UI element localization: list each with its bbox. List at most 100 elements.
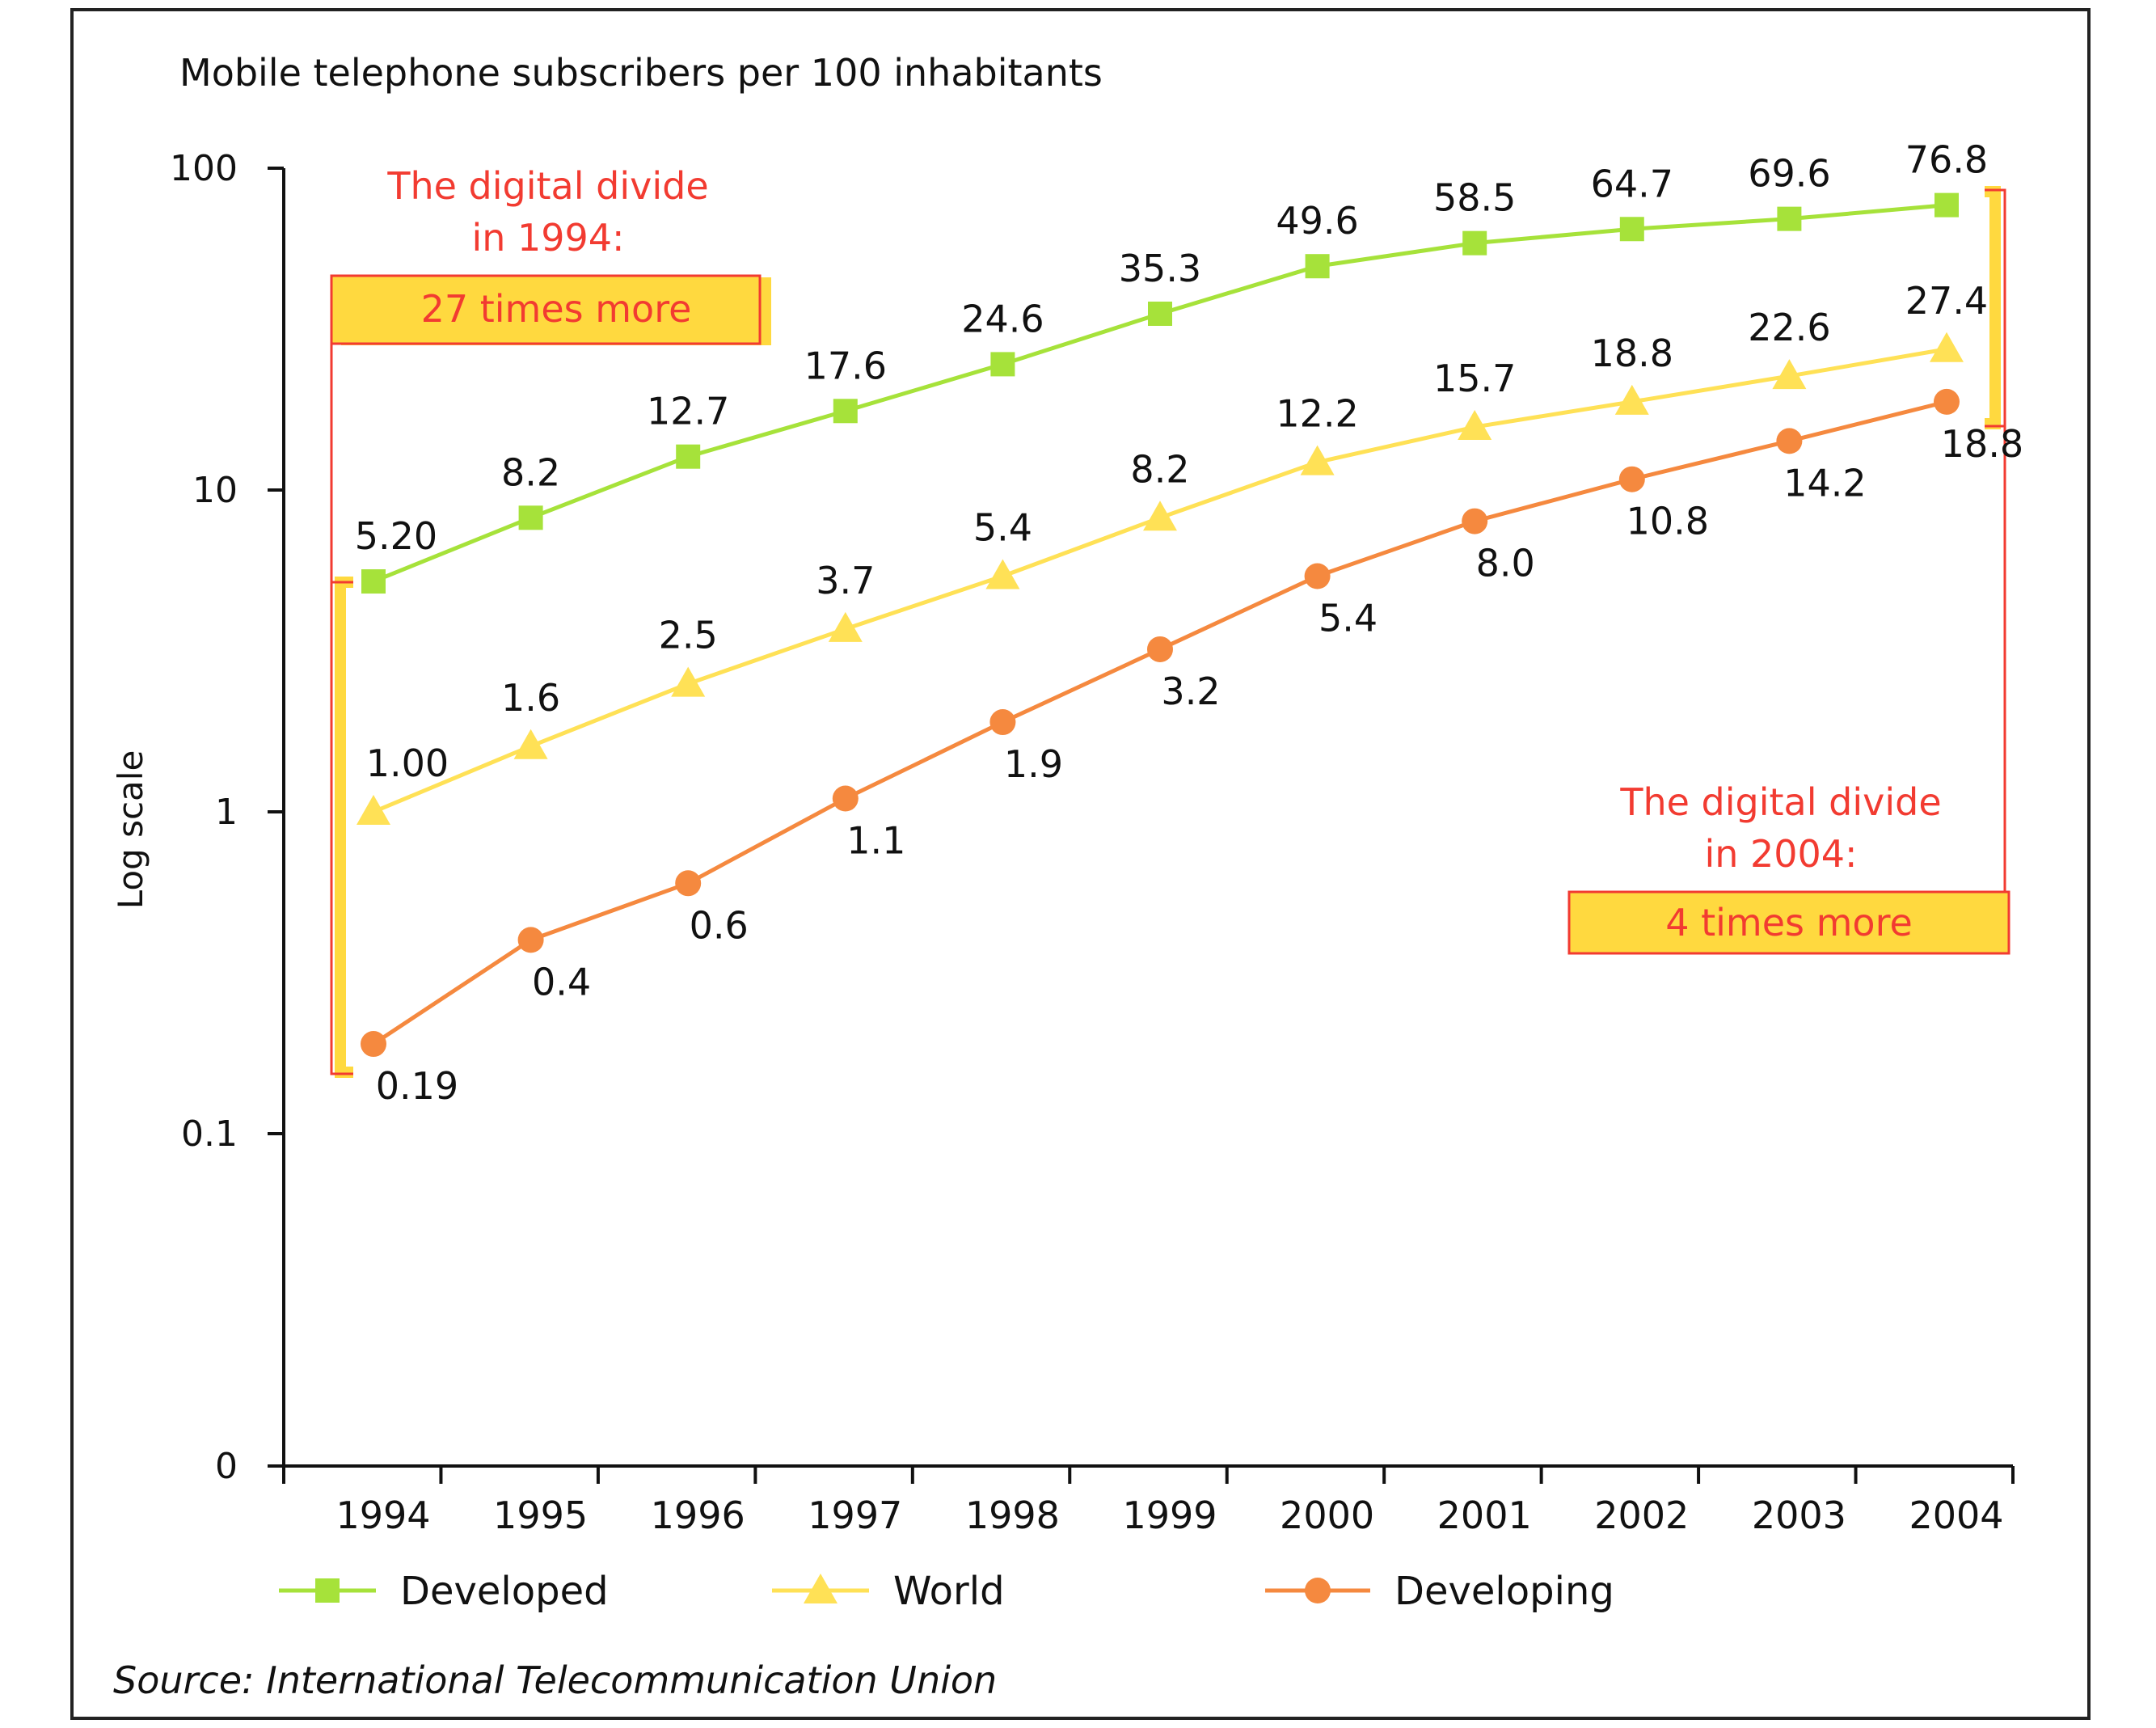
x-tick-label: 2000	[1280, 1494, 1374, 1537]
data-point-developing	[1304, 563, 1331, 589]
data-label-developing: 8.0	[1476, 542, 1535, 585]
data-label-developing: 0.4	[532, 960, 591, 1003]
legend-label-world: World	[893, 1569, 1005, 1614]
annotation-1994-box	[330, 274, 762, 345]
series-layer	[357, 192, 1964, 1058]
data-label-developing: 0.6	[690, 903, 749, 947]
x-tick-label: 2001	[1437, 1494, 1532, 1537]
y-tick-label: 0.1	[181, 1113, 238, 1155]
data-point-developed	[1305, 254, 1330, 279]
data-label-developed: 64.7	[1591, 162, 1673, 205]
data-label-developed: 35.3	[1119, 247, 1201, 290]
data-label-developing: 5.4	[1318, 597, 1378, 640]
x-tick-label: 2002	[1594, 1494, 1689, 1537]
data-point-developed	[1148, 301, 1172, 326]
data-label-developed: 69.6	[1748, 152, 1830, 196]
data-point-world	[828, 611, 863, 642]
data-label-world: 15.7	[1433, 357, 1516, 400]
data-label-world: 5.4	[973, 506, 1032, 550]
data-point-developed	[833, 399, 858, 424]
data-label-developed: 12.7	[647, 390, 729, 433]
data-point-developed	[518, 505, 543, 530]
annotation-2004: The digital divide in 2004: 4 times more	[1567, 186, 2010, 955]
legend-label-developing: Developing	[1394, 1569, 1614, 1614]
data-label-developed: 76.8	[1905, 138, 1988, 182]
data-point-world	[1300, 445, 1335, 475]
data-point-developed	[1619, 217, 1644, 242]
legend-marker-developed	[315, 1578, 340, 1603]
x-tick-label: 1997	[808, 1494, 902, 1537]
data-point-developing	[832, 785, 859, 812]
data-point-world	[1772, 359, 1807, 390]
data-label-world: 2.5	[659, 614, 718, 657]
data-point-developed	[361, 569, 386, 594]
annotation-2004-box	[1567, 890, 2010, 955]
data-label-developed: 5.20	[355, 514, 437, 558]
annotation-1994-box-text: 27 times more	[421, 287, 692, 331]
data-point-developing	[517, 927, 544, 953]
data-label-developing: 1.1	[846, 819, 905, 863]
chart-title: Mobile telephone subscribers per 100 inh…	[179, 51, 1103, 95]
x-ticks: 1994 1995 1996 1997 1998 1999 2000 2001 2002 2003…	[282, 1466, 2015, 1537]
data-label-developing: 14.2	[1783, 461, 1866, 505]
data-point-developing	[989, 709, 1016, 736]
data-point-developing	[1934, 388, 1960, 415]
data-label-developing: 10.8	[1626, 500, 1709, 543]
data-label-developing: 3.2	[1161, 670, 1220, 713]
y-tick-label: 0	[215, 1446, 238, 1487]
annotation-2004-line1: The digital divide	[1619, 780, 1941, 824]
y-tick-label: 100	[170, 148, 238, 189]
legend: Developed World Developing	[279, 1569, 1614, 1614]
data-point-developed	[1777, 206, 1802, 231]
data-label-world: 27.4	[1905, 279, 1988, 323]
annotation-2004-box-text: 4 times more	[1665, 901, 1913, 944]
data-point-world	[357, 795, 390, 825]
data-label-developed: 8.2	[501, 450, 560, 494]
data-label-developed: 24.6	[961, 297, 1044, 340]
data-label-developing: 18.8	[1941, 422, 2023, 466]
source-note: Source: International Telecommunication …	[113, 1658, 997, 1702]
data-label-world: 18.8	[1591, 332, 1673, 375]
annotation-1994-bracket	[330, 581, 353, 1075]
data-point-world	[1143, 501, 1177, 531]
data-label-world: 1.00	[366, 741, 449, 785]
data-point-developed	[676, 444, 701, 469]
data-point-developing	[1618, 466, 1645, 492]
data-point-world	[1614, 384, 1649, 415]
data-point-developing	[1147, 636, 1173, 662]
annotation-1994-line2: in 1994:	[471, 216, 624, 260]
x-tick-label: 1995	[493, 1494, 588, 1537]
data-point-world	[1930, 332, 1964, 362]
data-point-developing	[1776, 428, 1803, 454]
data-point-developed	[990, 352, 1015, 377]
annotation-2004-line2: in 2004:	[1704, 832, 1857, 876]
x-tick-label: 1994	[335, 1494, 430, 1537]
y-tick-label: 1	[215, 792, 238, 833]
legend-marker-world	[804, 1574, 838, 1603]
data-label-developing: 0.19	[376, 1064, 458, 1108]
data-labels-layer: 5.20 8.2 12.7 17.6 24.6 35.3 49.6 58.5 64.7 69.6 7…	[355, 138, 2023, 1108]
annotation-1994: The digital divide in 1994: 27 times mor…	[330, 164, 771, 1078]
data-label-world: 3.7	[816, 559, 875, 602]
data-point-developing	[1462, 508, 1488, 534]
legend-label-developed: Developed	[400, 1569, 609, 1614]
data-point-developing	[361, 1031, 386, 1058]
data-point-world	[513, 729, 548, 759]
data-label-developed: 58.5	[1433, 176, 1516, 220]
data-label-developed: 17.6	[804, 344, 887, 387]
data-label-developing: 1.9	[1004, 742, 1063, 786]
annotation-2004-bracket-shadow	[1985, 186, 2001, 429]
x-tick-label: 1998	[965, 1494, 1060, 1537]
x-tick-label: 2003	[1752, 1494, 1846, 1537]
data-point-developing	[675, 870, 702, 897]
data-label-world: 22.6	[1748, 306, 1830, 349]
legend-marker-developing	[1305, 1578, 1331, 1603]
data-point-world	[985, 559, 1020, 589]
data-point-world	[1458, 410, 1492, 441]
data-point-developed	[1462, 230, 1487, 256]
x-tick-label: 1996	[651, 1494, 745, 1537]
data-label-world: 8.2	[1130, 447, 1189, 491]
y-ticks: 100 10 1 0.1 0	[170, 148, 284, 1487]
